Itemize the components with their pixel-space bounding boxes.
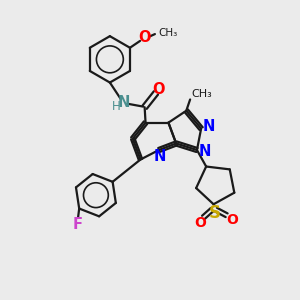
Text: N: N	[198, 144, 211, 159]
Text: N: N	[202, 119, 215, 134]
Text: N: N	[154, 149, 166, 164]
Text: N: N	[118, 95, 130, 110]
Text: O: O	[139, 30, 151, 45]
Text: S: S	[209, 204, 221, 222]
Text: O: O	[152, 82, 165, 98]
Text: CH₃: CH₃	[192, 88, 212, 98]
Text: CH₃: CH₃	[158, 28, 177, 38]
Text: O: O	[226, 213, 238, 227]
Text: F: F	[73, 217, 83, 232]
Text: H: H	[112, 100, 121, 113]
Text: O: O	[194, 216, 206, 230]
